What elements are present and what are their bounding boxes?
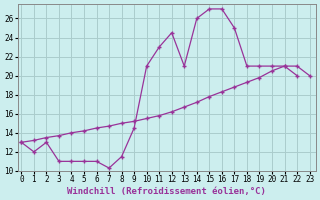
- X-axis label: Windchill (Refroidissement éolien,°C): Windchill (Refroidissement éolien,°C): [67, 187, 266, 196]
